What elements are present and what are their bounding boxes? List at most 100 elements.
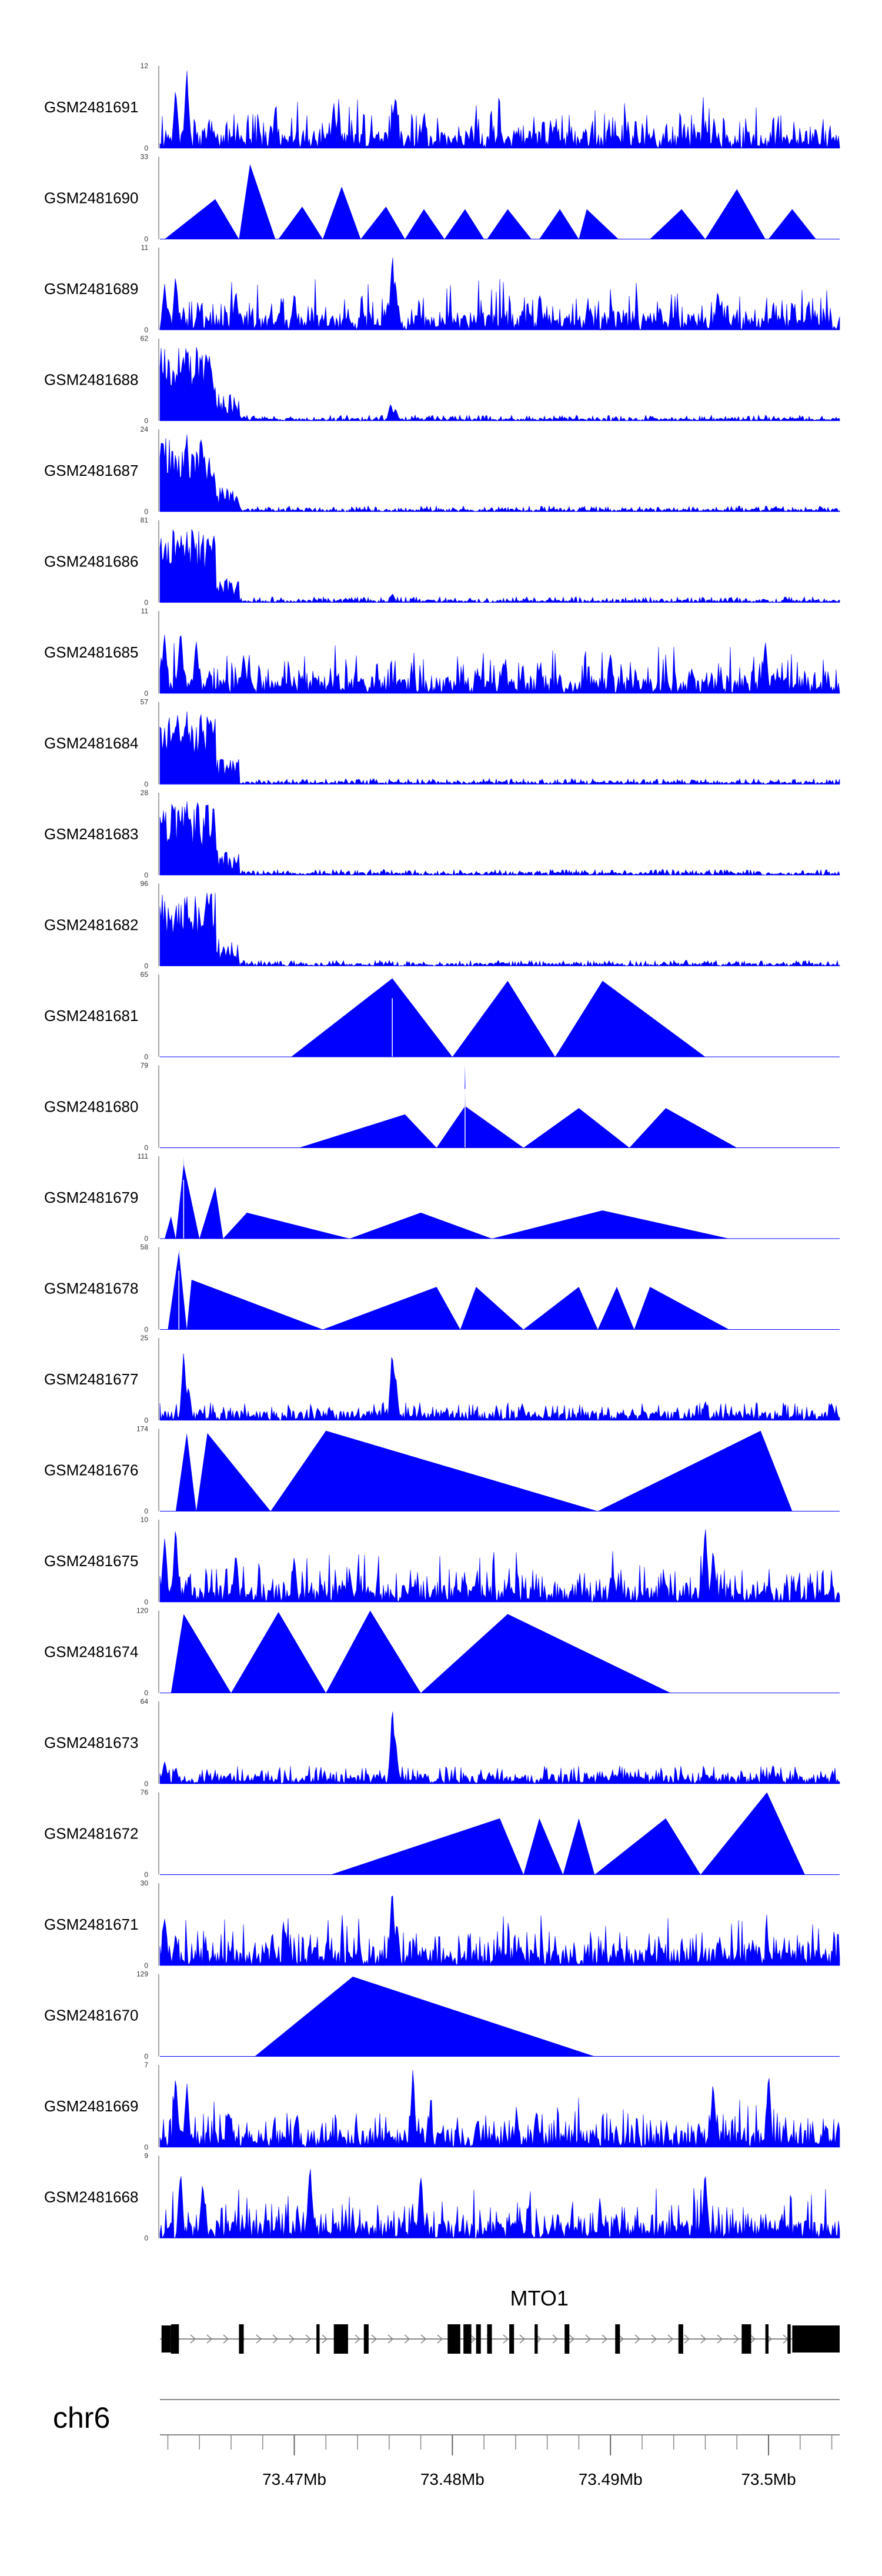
track-scale-max: 57 [141, 698, 149, 706]
track-scale-max: 76 [141, 1788, 149, 1797]
track-GSM2481679: GSM2481679 111 0 [44, 1152, 840, 1243]
track-label: GSM2481682 [44, 916, 138, 934]
strand-arrow-icon [634, 2334, 641, 2344]
track-scale-min: 0 [144, 326, 148, 334]
track-GSM2481688: GSM2481688 62 0 [44, 335, 840, 425]
track-label: GSM2481679 [44, 1189, 138, 1206]
axis-tick-label: 73.47Mb [262, 2470, 326, 2488]
track-scale-max: 24 [141, 425, 149, 433]
coverage-area [159, 71, 840, 149]
track-GSM2481691: GSM2481691 12 0 [44, 62, 840, 152]
track-GSM2481686: GSM2481686 81 0 [44, 516, 840, 607]
coverage-area [159, 434, 840, 512]
track-GSM2481669: GSM2481669 7 0 [44, 2061, 840, 2151]
coverage-area [159, 711, 840, 785]
coverage-segment [322, 186, 361, 239]
track-scale-min: 0 [144, 599, 148, 607]
track-scale-max: 129 [136, 1970, 148, 1978]
coverage-segment [523, 1287, 598, 1330]
coverage-segment [769, 209, 816, 239]
coverage-area [159, 2168, 840, 2239]
strand-arrow-icon [684, 2334, 690, 2344]
track-scale-max: 9 [144, 2152, 148, 2160]
track-scale-max: 25 [141, 1334, 149, 1342]
track-label: GSM2481677 [44, 1370, 138, 1388]
exon [171, 2324, 179, 2354]
track-scale-max: 174 [136, 1425, 148, 1433]
track-scale-max: 11 [141, 243, 149, 252]
coverage-segment [175, 1433, 196, 1511]
coverage-area [159, 1711, 840, 1785]
track-scale-min: 0 [144, 1416, 148, 1424]
strand-arrow-icon [536, 2334, 542, 2344]
strand-arrow-icon [223, 2334, 229, 2344]
strand-arrow-icon [717, 2334, 723, 2344]
strand-arrow-icon [420, 2334, 427, 2344]
coverage-area [159, 257, 840, 331]
coverage-segment [629, 1108, 737, 1148]
track-label: GSM2481683 [44, 825, 138, 843]
track-scale-max: 96 [141, 880, 149, 888]
track-label: GSM2481688 [44, 371, 138, 389]
coverage-segment [597, 1430, 793, 1511]
track-label: GSM2481668 [44, 2188, 138, 2206]
exon [765, 2324, 769, 2354]
exon [564, 2324, 570, 2354]
track-GSM2481685: GSM2481685 11 0 [44, 607, 840, 698]
coverage-area [159, 2070, 840, 2148]
genome-axis: chr6 73.47Mb 73.48Mb 73.49Mb 73.5Mb [53, 2399, 840, 2488]
track-scale-max: 65 [141, 970, 149, 979]
coverage-segment [597, 1287, 634, 1330]
track-GSM2481668: GSM2481668 9 0 [44, 2152, 840, 2243]
track-scale-min: 0 [144, 1780, 148, 1788]
coverage-segment [255, 1976, 595, 2057]
strand-arrow-icon [569, 2334, 575, 2344]
track-GSM2481671: GSM2481671 30 0 [44, 1879, 840, 1970]
coverage-segment [594, 1818, 701, 1875]
strand-arrow-icon [190, 2334, 196, 2344]
track-label: GSM2481671 [44, 1916, 138, 1933]
strand-arrow-icon [305, 2334, 312, 2344]
track-label: GSM2481685 [44, 643, 138, 661]
coverage-area [159, 1896, 840, 1966]
track-scale-max: 111 [138, 1152, 149, 1160]
coverage-area [159, 347, 840, 422]
exon [792, 2325, 840, 2353]
track-scale-min: 0 [144, 1053, 148, 1061]
coverage-segment [171, 1614, 231, 1693]
strand-arrow-icon [651, 2334, 657, 2344]
track-scale-max: 81 [141, 516, 149, 525]
track-GSM2481674: GSM2481674 120 0 [44, 1607, 840, 1697]
exon [476, 2324, 481, 2354]
coverage-segment [322, 1287, 460, 1330]
coverage-segment [492, 1210, 729, 1239]
strand-arrow-icon [750, 2334, 756, 2344]
track-scale-min: 0 [144, 235, 148, 243]
track-scale-max: 12 [141, 62, 149, 70]
chromosome-label: chr6 [53, 2401, 110, 2434]
coverage-area [159, 529, 840, 603]
track-scale-min: 0 [144, 2234, 148, 2243]
strand-arrow-icon [700, 2334, 707, 2344]
track-scale-max: 120 [136, 1607, 148, 1615]
track-scale-min: 0 [144, 417, 148, 425]
strand-arrow-icon [256, 2334, 262, 2344]
coverage-segment [420, 1614, 671, 1693]
strand-arrow-icon [206, 2334, 213, 2344]
exon [316, 2324, 320, 2354]
track-scale-min: 0 [144, 2053, 148, 2061]
track-scale-min: 0 [144, 1961, 148, 1970]
track-GSM2481690: GSM2481690 33 0 [44, 153, 840, 243]
track-GSM2481672: GSM2481672 76 0 [44, 1788, 840, 1879]
axis-tick-label: 73.48Mb [420, 2470, 485, 2488]
coverage-segment [579, 209, 619, 239]
gene-label: MTO1 [510, 2286, 569, 2310]
strand-arrow-icon [289, 2334, 295, 2344]
exon [787, 2324, 791, 2354]
coverage-segment [291, 978, 453, 1057]
coverage-area [159, 801, 840, 876]
track-label: GSM2481672 [44, 1825, 138, 1843]
exon [509, 2324, 514, 2354]
coverage-segment [563, 1818, 595, 1875]
gene-model-track: MTO1 [160, 2286, 840, 2354]
